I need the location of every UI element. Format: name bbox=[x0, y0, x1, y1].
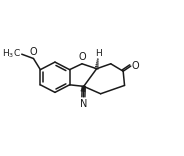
Text: N: N bbox=[80, 99, 87, 109]
Text: O: O bbox=[79, 52, 86, 62]
Text: H$_3$C: H$_3$C bbox=[2, 47, 21, 60]
Text: O: O bbox=[132, 61, 140, 71]
Text: H: H bbox=[95, 49, 101, 58]
Text: O: O bbox=[29, 46, 37, 56]
